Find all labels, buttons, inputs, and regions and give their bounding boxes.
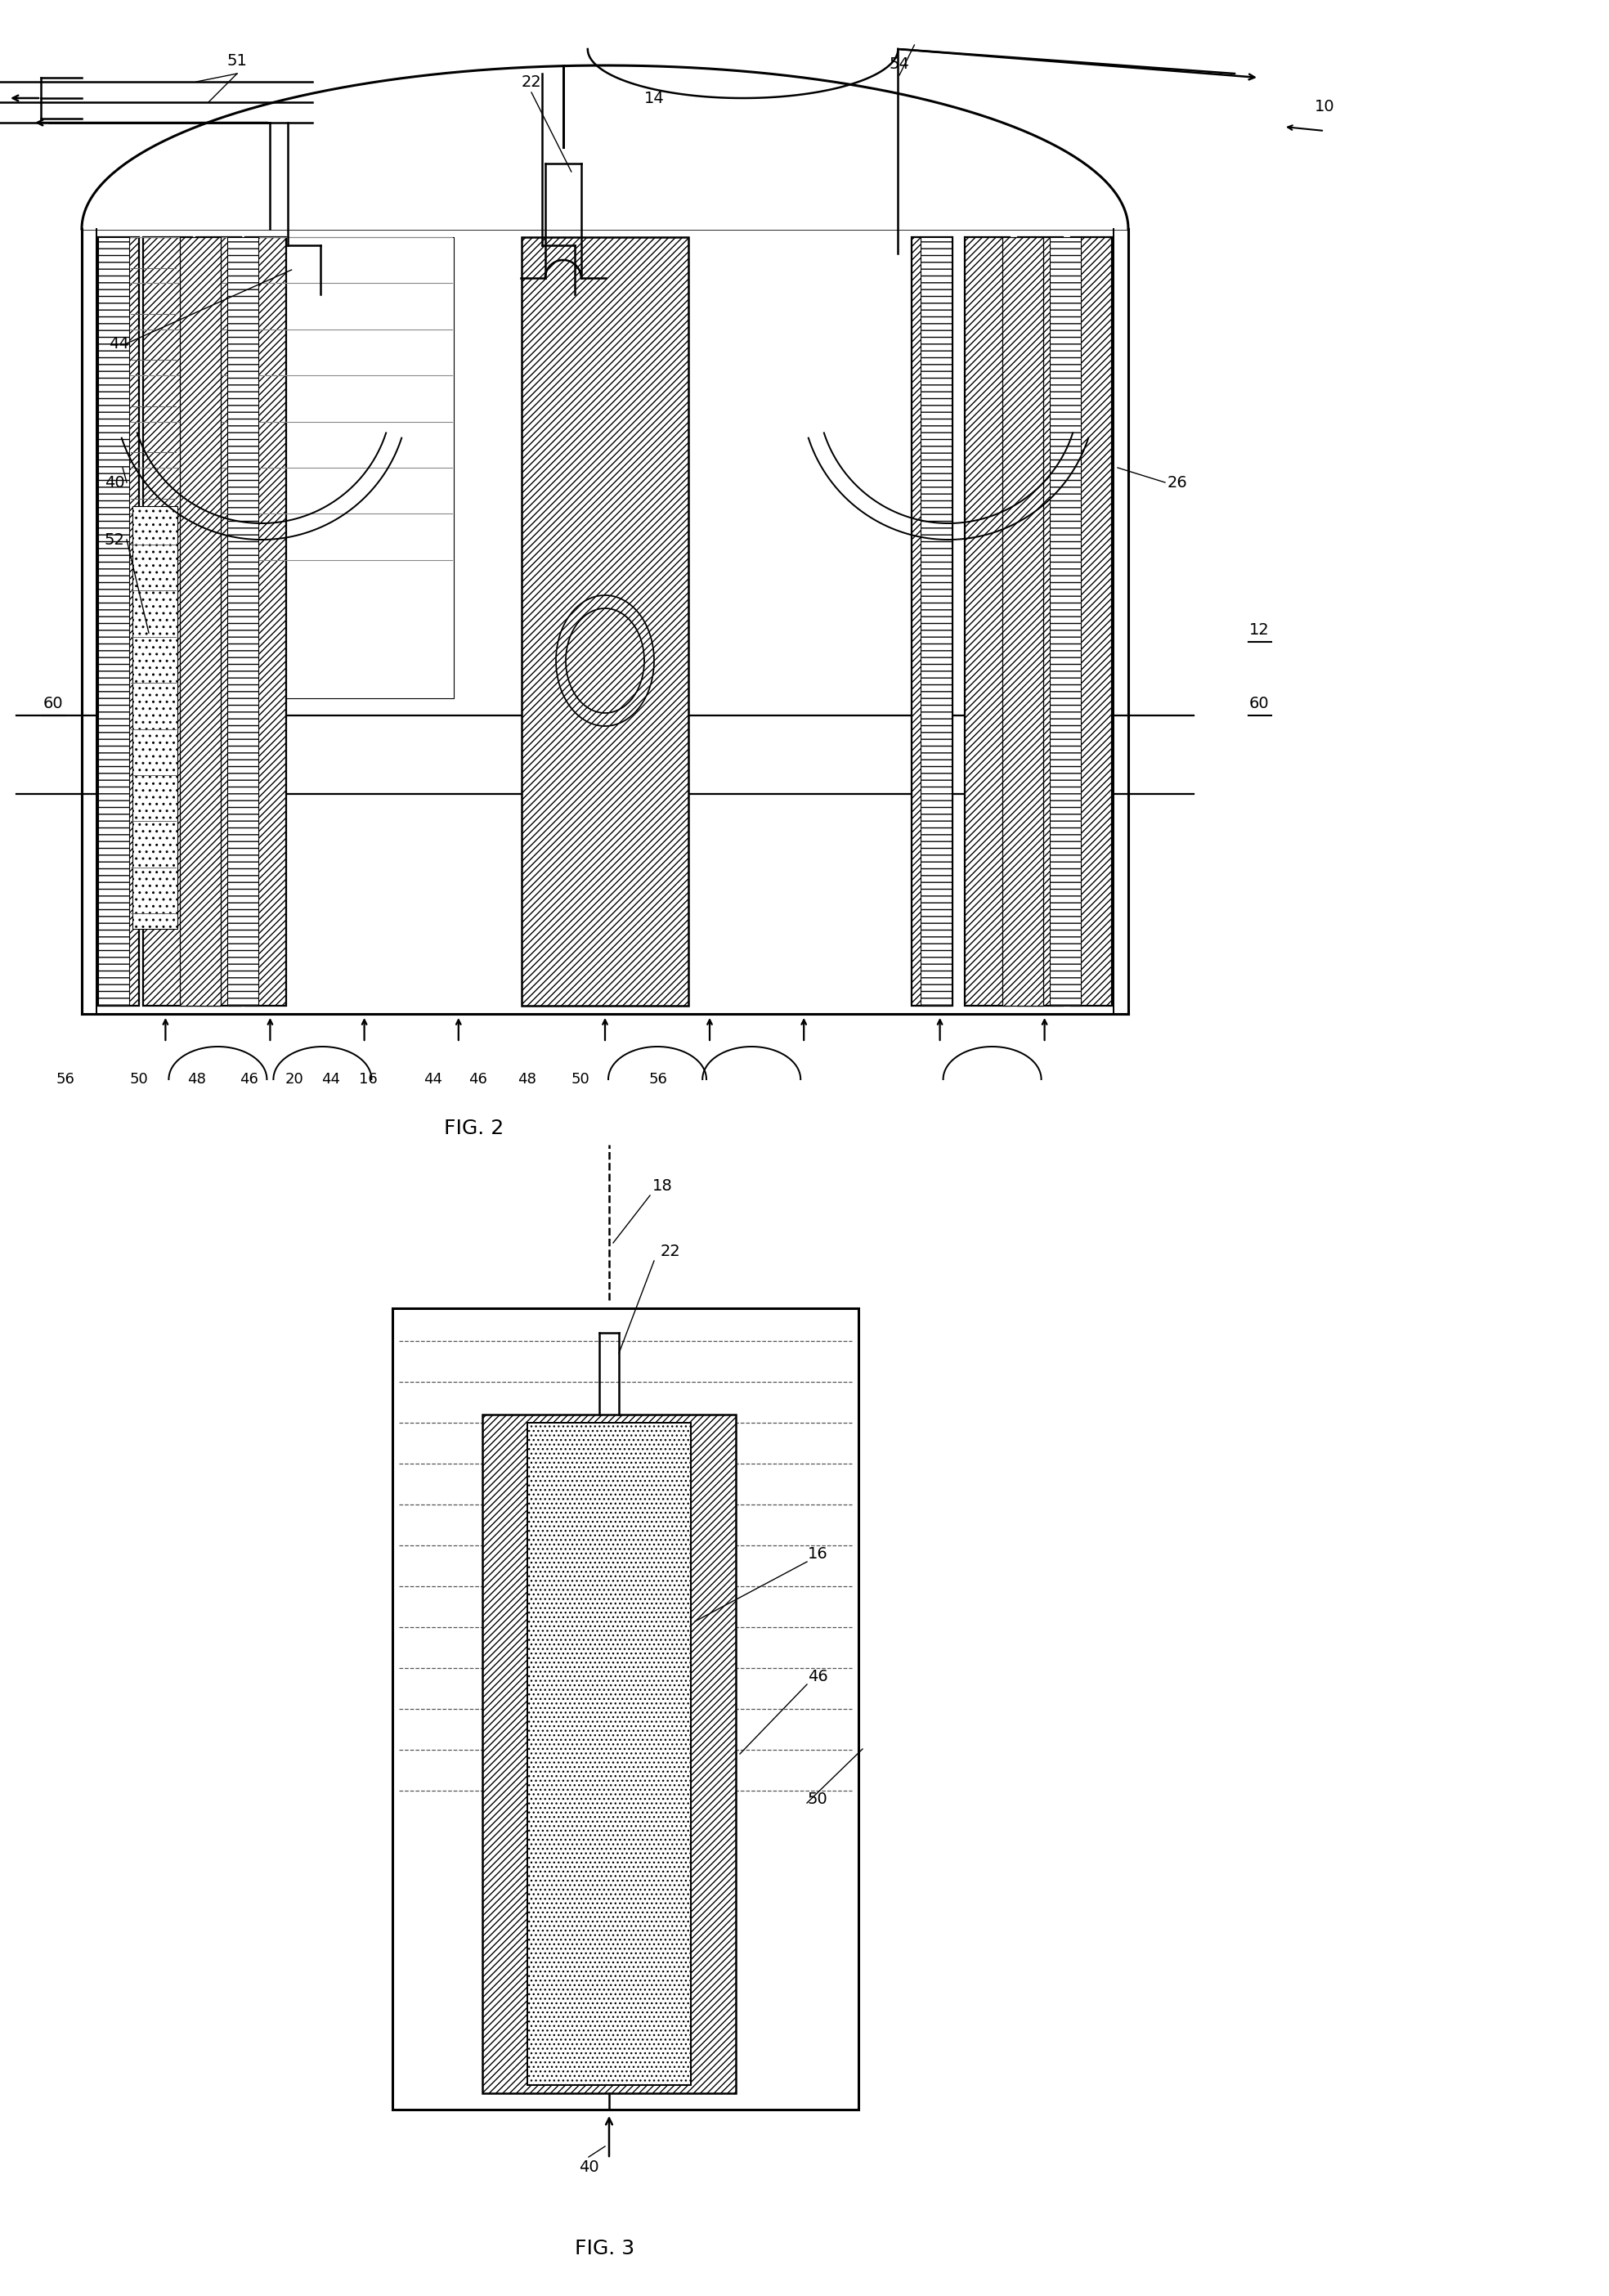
Text: FIG. 2: FIG. 2: [444, 1118, 504, 1139]
Text: 44: 44: [322, 1072, 341, 1086]
Bar: [528, 1424, 690, 2085]
Bar: [98, 236, 129, 1006]
Text: 20: 20: [285, 1072, 304, 1086]
Bar: [521, 236, 689, 1006]
Bar: [227, 236, 259, 1006]
Text: 10: 10: [1315, 99, 1334, 115]
Text: 44: 44: [423, 1072, 442, 1086]
Text: 12: 12: [1249, 622, 1270, 638]
Bar: [98, 236, 138, 1006]
Text: 56: 56: [648, 1072, 668, 1086]
Bar: [180, 236, 220, 1006]
Text: 50: 50: [808, 1791, 827, 1807]
Text: 40: 40: [579, 2158, 599, 2174]
Text: 50: 50: [571, 1072, 591, 1086]
Bar: [920, 236, 951, 1006]
Bar: [143, 236, 191, 1006]
Text: 40: 40: [105, 475, 124, 489]
Text: 60: 60: [1249, 696, 1270, 712]
Text: 26: 26: [1167, 475, 1187, 489]
Bar: [82, 230, 1128, 1015]
Text: 56: 56: [56, 1072, 74, 1086]
Bar: [196, 236, 241, 1006]
Text: 60: 60: [43, 696, 63, 712]
Text: 16: 16: [808, 1545, 827, 1561]
Text: 22: 22: [521, 73, 542, 90]
Bar: [132, 505, 177, 930]
Bar: [1072, 236, 1112, 1006]
Text: 46: 46: [468, 1072, 488, 1086]
Bar: [98, 236, 454, 698]
Text: 50: 50: [130, 1072, 148, 1086]
Text: 16: 16: [359, 1072, 377, 1086]
Bar: [393, 1309, 859, 2110]
Bar: [1049, 236, 1081, 1006]
Text: 14: 14: [644, 90, 665, 106]
Text: 22: 22: [660, 1242, 681, 1258]
Bar: [965, 236, 1010, 1006]
Text: 54: 54: [890, 55, 909, 71]
Bar: [245, 236, 286, 1006]
Text: 52: 52: [105, 533, 124, 546]
Text: 44: 44: [108, 335, 129, 351]
Bar: [1018, 236, 1064, 1006]
Text: FIG. 3: FIG. 3: [574, 2239, 636, 2259]
Text: 51: 51: [227, 53, 248, 69]
Text: 48: 48: [518, 1072, 537, 1086]
Text: 46: 46: [240, 1072, 259, 1086]
Text: 18: 18: [652, 1178, 673, 1194]
Bar: [912, 236, 953, 1006]
Text: 46: 46: [808, 1669, 827, 1683]
Text: 48: 48: [187, 1072, 206, 1086]
Bar: [483, 1414, 735, 2094]
Bar: [1002, 236, 1043, 1006]
